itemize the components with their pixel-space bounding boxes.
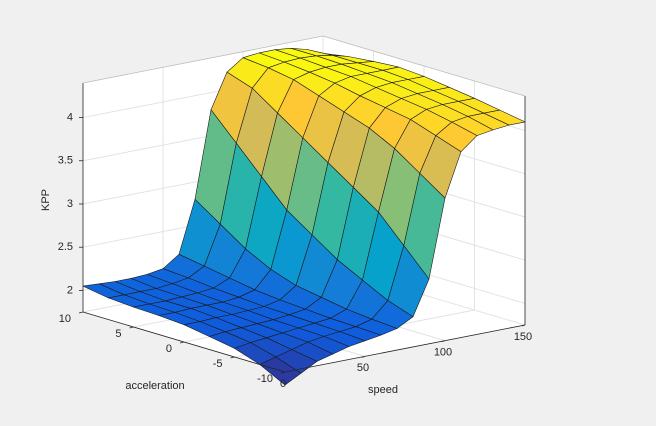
y-tick-label: -10: [257, 373, 273, 385]
surface: [82, 47, 526, 386]
z-tick-label: 2.5: [58, 241, 73, 253]
y-axis-line: [82, 311, 286, 373]
y-tick-label: 5: [115, 328, 121, 340]
z-tick-label: 4: [67, 111, 73, 123]
x-tick-label: 0: [280, 378, 286, 390]
z-tick-label: 3.5: [58, 155, 73, 167]
z-axis-label: KPP: [40, 189, 52, 211]
box-edge: [82, 35, 324, 84]
z-tick-label: 2: [67, 284, 73, 296]
x-axis-label: speed: [368, 384, 398, 396]
x-tick-label: 50: [357, 362, 369, 374]
y-tick-label: -5: [213, 358, 223, 370]
z-tick-label: 3: [67, 198, 73, 210]
x-axis-line: [284, 324, 526, 373]
y-tick-label: 10: [59, 313, 71, 325]
y-axis-label: acceleration: [125, 380, 184, 392]
box-edge: [322, 35, 526, 97]
x-tick-label: 150: [514, 331, 532, 343]
axes: 0 50 100 150 -10 -5 0 5 10 2 2.5 3 3.5 4: [58, 35, 532, 390]
y-tick-label: 0: [166, 343, 172, 355]
x-tick-label: 100: [434, 347, 452, 359]
y-tick: [78, 311, 84, 314]
